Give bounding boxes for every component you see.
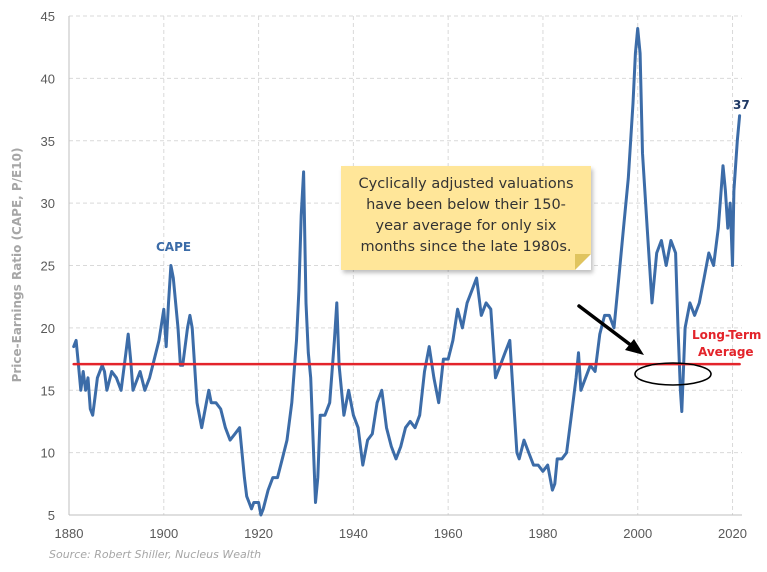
y-tick-label: 15 bbox=[41, 383, 55, 398]
x-tick-label: 1940 bbox=[339, 526, 368, 541]
y-tick-labels: 5 10 15 20 25 30 35 40 45 bbox=[41, 9, 55, 523]
y-axis-label: Price-Earnings Ratio (CAPE, P/E10) bbox=[10, 148, 24, 383]
y-tick-label: 5 bbox=[48, 508, 55, 523]
y-tick-label: 25 bbox=[41, 259, 55, 274]
pointer-arrow bbox=[577, 304, 644, 355]
y-tick-label: 40 bbox=[41, 71, 55, 86]
x-tick-label: 2000 bbox=[623, 526, 652, 541]
x-tick-label: 2020 bbox=[718, 526, 747, 541]
average-label-line2: Average bbox=[698, 345, 754, 359]
x-tick-label: 1920 bbox=[244, 526, 273, 541]
y-tick-label: 30 bbox=[41, 196, 55, 211]
y-tick-label: 20 bbox=[41, 321, 55, 336]
y-tick-label: 35 bbox=[41, 134, 55, 149]
annotation-line-4: months since the late 1980s. bbox=[360, 239, 572, 255]
latest-value-label: 37 bbox=[733, 98, 750, 112]
x-tick-label: 1880 bbox=[55, 526, 84, 541]
annotation-note: Cyclically adjusted valuations have been… bbox=[341, 166, 591, 270]
x-tick-label: 1980 bbox=[528, 526, 557, 541]
annotation-line-1: Cyclically adjusted valuations bbox=[358, 176, 574, 192]
annotation-line-2: have been below their 150- bbox=[366, 197, 566, 213]
cape-series-line bbox=[72, 27, 742, 517]
annotation-line-3: year average for only six bbox=[375, 218, 557, 234]
y-tick-label: 10 bbox=[41, 446, 55, 461]
highlight-ellipse bbox=[634, 362, 712, 386]
note-corner-fold bbox=[575, 254, 591, 270]
source-note: Source: Robert Shiller, Nucleus Wealth bbox=[49, 548, 261, 561]
x-tick-labels: 1880 1900 1920 1940 1960 1980 2000 2020 bbox=[55, 526, 747, 541]
x-tick-label: 1960 bbox=[434, 526, 463, 541]
y-tick-label: 45 bbox=[41, 9, 55, 24]
x-tick-label: 1900 bbox=[149, 526, 178, 541]
axes bbox=[68, 16, 742, 516]
cape-series-label: CAPE bbox=[156, 240, 191, 254]
average-label-line1: Long-Term bbox=[692, 328, 761, 342]
